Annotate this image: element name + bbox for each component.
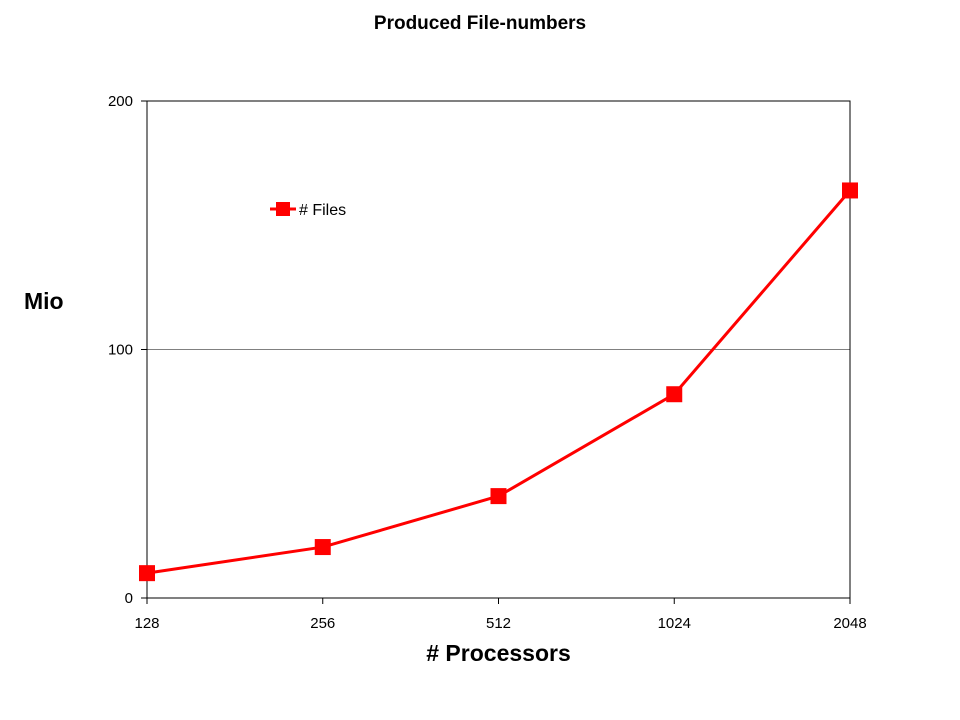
- series-line-files: [146, 189, 852, 575]
- x-tick-label: 1024: [658, 615, 691, 632]
- chart-title: Produced File-numbers: [373, 13, 587, 34]
- legend-label: # Files: [299, 202, 346, 219]
- x-tick-label: 128: [134, 615, 159, 632]
- y-tick-label: 100: [108, 342, 133, 359]
- x-tick-label: 2048: [833, 615, 866, 632]
- data-point-marker: [490, 488, 507, 505]
- data-point-marker: [139, 565, 155, 582]
- data-point-marker: [666, 386, 683, 403]
- x-tick-label: 512: [486, 615, 511, 632]
- x-tick-label: 256: [310, 615, 335, 632]
- y-tick-label: 200: [108, 93, 133, 110]
- y-tick-label: 0: [125, 590, 133, 607]
- axes: 0 100 200 128 256 512 1024 2048: [108, 93, 867, 632]
- legend-marker-swatch: [276, 202, 290, 216]
- legend: # Files: [270, 202, 346, 219]
- data-point-marker: [314, 539, 331, 556]
- y-axis-title: Mio: [24, 288, 64, 314]
- x-axis-title: # Processors: [426, 640, 571, 666]
- data-point-marker: [842, 182, 858, 199]
- series-group: [139, 182, 858, 582]
